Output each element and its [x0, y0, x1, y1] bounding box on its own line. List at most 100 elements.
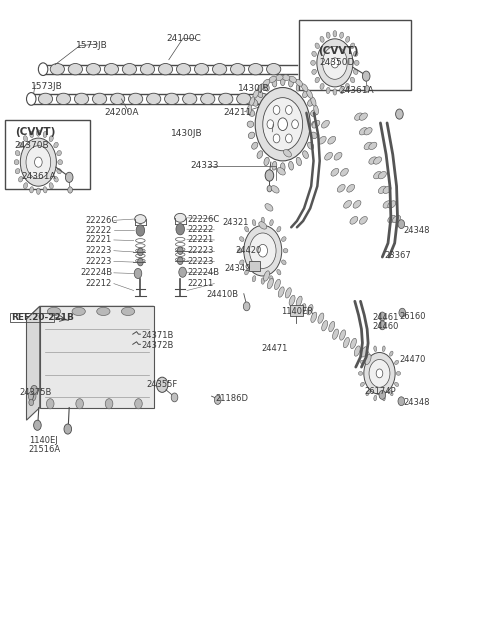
- Ellipse shape: [366, 351, 370, 356]
- Ellipse shape: [15, 151, 20, 156]
- Ellipse shape: [247, 121, 254, 128]
- Ellipse shape: [255, 93, 269, 105]
- Text: 24370B: 24370B: [14, 140, 49, 149]
- Ellipse shape: [365, 354, 371, 365]
- Ellipse shape: [57, 168, 61, 174]
- Ellipse shape: [264, 158, 269, 166]
- Ellipse shape: [364, 128, 372, 135]
- Circle shape: [286, 105, 292, 114]
- Text: 24350D: 24350D: [320, 57, 355, 67]
- Text: 24100C: 24100C: [167, 34, 201, 43]
- Ellipse shape: [49, 182, 53, 189]
- Ellipse shape: [396, 371, 401, 375]
- Circle shape: [68, 187, 72, 193]
- Ellipse shape: [257, 151, 263, 158]
- Ellipse shape: [238, 248, 242, 253]
- Circle shape: [137, 258, 143, 266]
- Text: 24461: 24461: [373, 313, 399, 322]
- Ellipse shape: [54, 142, 58, 148]
- Ellipse shape: [36, 130, 40, 137]
- Ellipse shape: [296, 79, 302, 86]
- Ellipse shape: [328, 137, 336, 144]
- Ellipse shape: [249, 64, 263, 75]
- Ellipse shape: [382, 396, 385, 401]
- Text: 22222: 22222: [86, 226, 112, 235]
- Ellipse shape: [302, 90, 308, 98]
- Circle shape: [379, 390, 385, 399]
- Ellipse shape: [359, 371, 363, 375]
- Ellipse shape: [296, 83, 301, 91]
- Text: 24470: 24470: [399, 355, 426, 364]
- Text: 1140EJ: 1140EJ: [29, 436, 58, 445]
- Polygon shape: [40, 306, 154, 408]
- Ellipse shape: [267, 278, 273, 289]
- Ellipse shape: [312, 121, 320, 128]
- Ellipse shape: [354, 346, 360, 356]
- Ellipse shape: [329, 322, 335, 332]
- Text: 23367: 23367: [384, 251, 411, 260]
- Text: 22222: 22222: [188, 225, 214, 234]
- Ellipse shape: [285, 288, 291, 298]
- Circle shape: [398, 397, 405, 406]
- Circle shape: [26, 93, 36, 105]
- Ellipse shape: [261, 217, 264, 223]
- Ellipse shape: [369, 142, 377, 149]
- Ellipse shape: [395, 360, 398, 364]
- Ellipse shape: [261, 278, 264, 284]
- Ellipse shape: [19, 142, 23, 148]
- Circle shape: [243, 302, 250, 311]
- Ellipse shape: [333, 89, 337, 95]
- Ellipse shape: [270, 276, 273, 282]
- Circle shape: [20, 138, 56, 186]
- Ellipse shape: [177, 64, 191, 75]
- Text: 1573JB: 1573JB: [76, 41, 108, 50]
- Ellipse shape: [360, 382, 364, 387]
- Ellipse shape: [49, 136, 53, 142]
- Ellipse shape: [350, 43, 355, 48]
- Ellipse shape: [96, 308, 110, 316]
- Text: 24361A: 24361A: [340, 85, 374, 94]
- Ellipse shape: [302, 151, 308, 158]
- Text: 21516A: 21516A: [29, 445, 61, 454]
- Ellipse shape: [360, 113, 367, 121]
- Ellipse shape: [56, 93, 71, 105]
- Text: 24372B: 24372B: [141, 341, 174, 350]
- Text: 24420: 24420: [235, 246, 262, 255]
- Ellipse shape: [252, 99, 258, 106]
- Circle shape: [31, 385, 37, 394]
- Ellipse shape: [360, 216, 367, 224]
- Ellipse shape: [350, 216, 358, 224]
- Circle shape: [35, 157, 42, 167]
- Circle shape: [399, 308, 406, 317]
- Ellipse shape: [93, 93, 107, 105]
- Ellipse shape: [252, 276, 256, 282]
- Circle shape: [398, 219, 405, 228]
- Text: 22224B: 22224B: [188, 269, 220, 278]
- Ellipse shape: [382, 346, 385, 352]
- Ellipse shape: [276, 75, 283, 80]
- Ellipse shape: [247, 105, 252, 115]
- Ellipse shape: [36, 188, 40, 195]
- Text: 21186D: 21186D: [216, 394, 248, 403]
- Ellipse shape: [264, 271, 270, 281]
- Ellipse shape: [314, 105, 318, 115]
- Ellipse shape: [395, 382, 398, 387]
- Circle shape: [331, 58, 339, 68]
- Ellipse shape: [333, 31, 337, 37]
- Ellipse shape: [311, 61, 315, 65]
- Circle shape: [76, 399, 84, 409]
- Ellipse shape: [283, 149, 291, 157]
- Text: 22223: 22223: [86, 246, 112, 255]
- Ellipse shape: [289, 77, 297, 82]
- Ellipse shape: [237, 93, 251, 105]
- Ellipse shape: [301, 84, 308, 92]
- Ellipse shape: [14, 160, 19, 165]
- Polygon shape: [26, 306, 40, 420]
- Circle shape: [364, 353, 395, 394]
- Bar: [290, 305, 302, 316]
- Ellipse shape: [24, 182, 28, 189]
- Ellipse shape: [252, 142, 258, 149]
- Bar: [300, 20, 411, 90]
- Text: 22226C: 22226C: [86, 216, 118, 225]
- Text: 22226C: 22226C: [188, 214, 220, 223]
